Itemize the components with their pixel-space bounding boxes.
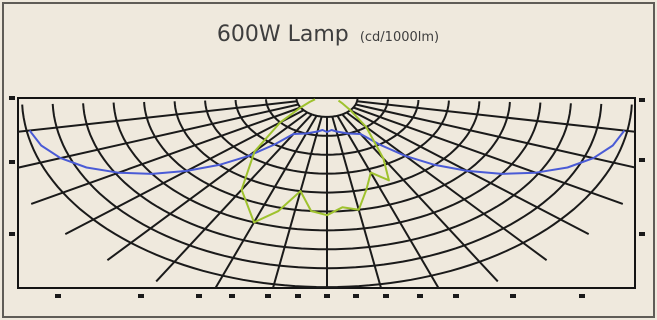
tick-marker [510,294,516,298]
tick-marker [196,294,202,298]
series-1-line [28,129,626,175]
tick-marker [639,158,645,162]
grid-spoke [106,111,308,262]
grid-spoke [346,111,548,262]
tick-marker [9,160,15,164]
grid-spoke [214,115,318,288]
grid-spoke [349,109,590,235]
series-2-line [240,98,390,224]
series-layer [28,98,626,224]
tick-marker [353,294,359,298]
grid-spoke [341,113,499,283]
polar-grid [18,98,635,288]
tick-marker [138,294,144,298]
tick-marker [295,294,301,298]
grid-spoke [355,103,635,169]
tick-marker [453,294,459,298]
grid-spoke [356,100,635,133]
tick-marks [9,96,645,298]
chart-title: 600W Lamp (cd/1000lm) [217,22,439,47]
grid-spoke [353,106,624,205]
grid-spoke [18,103,299,169]
grid-spoke [155,113,313,283]
tick-marker [55,294,61,298]
grid-spoke [18,100,298,133]
tick-marker [324,294,330,298]
chart-title-unit: (cd/1000lm) [360,30,439,45]
grid-spoke [64,109,305,235]
grid-spoke [30,106,301,205]
tick-marker [229,294,235,298]
tick-marker [9,232,15,236]
tick-marker [639,98,645,102]
grid-spoke [331,116,383,288]
tick-marker [579,294,585,298]
tick-marker [265,294,271,298]
polar-plot [9,96,645,298]
grid-spoke [336,115,440,288]
tick-marker [383,294,389,298]
tick-marker [639,232,645,236]
tick-marker [9,96,15,100]
chart-title-main: 600W Lamp [217,22,349,47]
tick-marker [417,294,423,298]
grid-spoke [271,116,323,288]
